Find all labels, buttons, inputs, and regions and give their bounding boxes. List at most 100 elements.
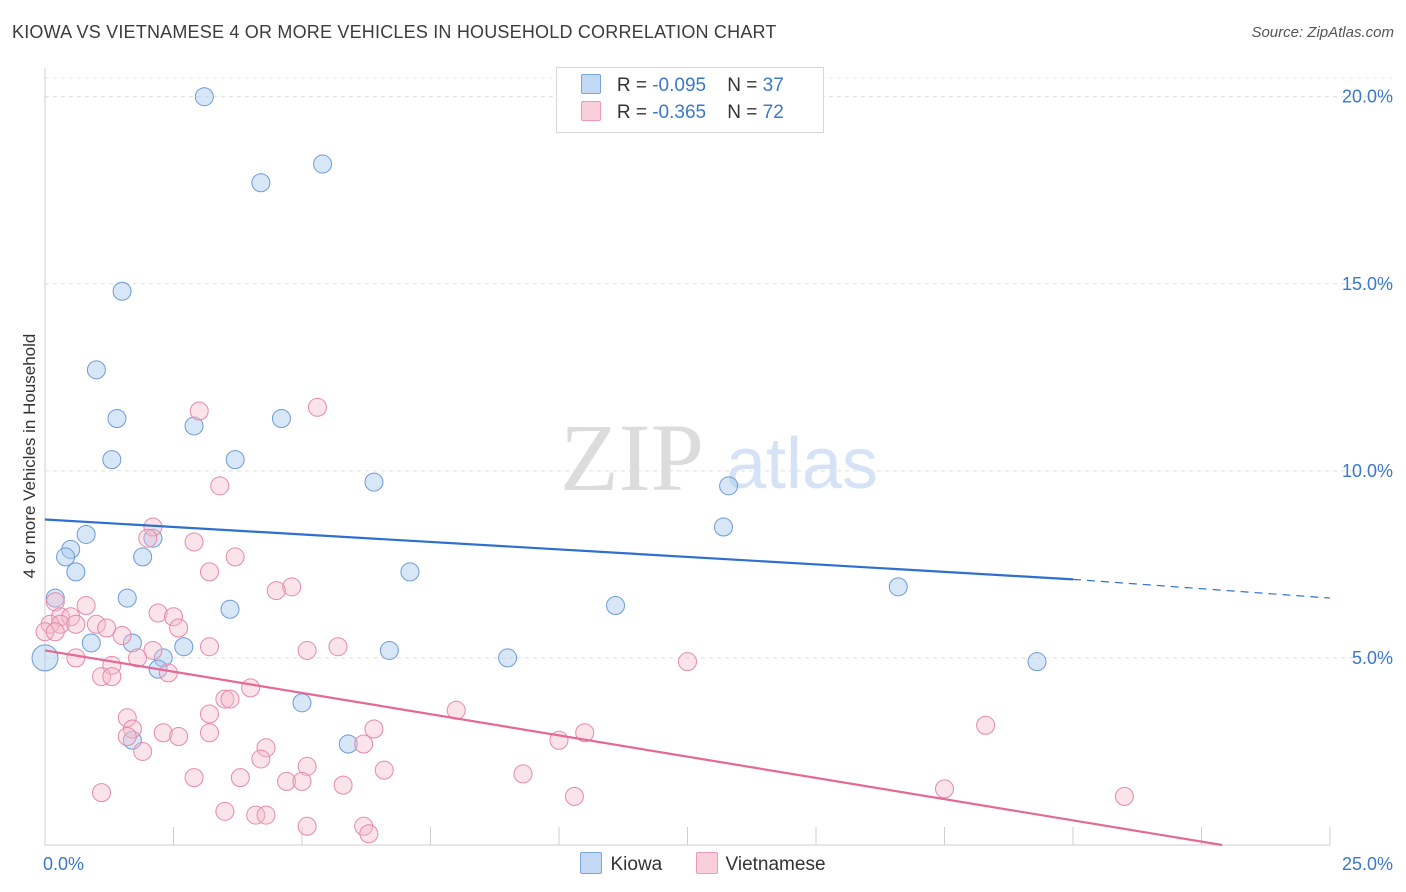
vietnamese-point: [246, 805, 266, 825]
vietnamese-point: [1114, 786, 1134, 806]
vietnamese-point: [86, 614, 106, 634]
vietnamese-point: [564, 786, 584, 806]
kiowa-swatch: [581, 74, 601, 94]
vietnamese-point: [112, 625, 132, 645]
kiowa-point: [251, 173, 271, 193]
legend-vietnamese-label: Vietnamese: [725, 854, 826, 875]
vietnamese-point: [976, 715, 996, 735]
kiowa-point: [143, 528, 163, 548]
axes: [44, 68, 1331, 846]
vietnamese-point: [307, 397, 327, 417]
vietnamese-point: [297, 756, 317, 776]
kiowa-point: [184, 416, 204, 436]
kiowa-point: [174, 637, 194, 657]
vietnamese-point: [66, 648, 86, 668]
grid-lines: [45, 77, 1392, 659]
vietnamese-point: [102, 667, 122, 687]
legend-item-vietnamese: Vietnamese: [695, 852, 826, 876]
vietnamese-point: [45, 622, 65, 642]
vietnamese-point: [215, 801, 235, 821]
y-axis-label: 4 or more Vehicles in Household: [20, 333, 39, 579]
kiowa-point: [292, 693, 312, 713]
kiowa-point: [338, 734, 358, 754]
kiowa-trend-line: [44, 518, 1074, 581]
vietnamese-n-label: N =: [727, 102, 758, 123]
legend-kiowa-label: Kiowa: [610, 854, 663, 875]
vietnamese-point: [184, 532, 204, 552]
watermark: ZIP atlas: [560, 404, 878, 511]
kiowa-r-label: R =: [616, 75, 647, 96]
vietnamese-point: [282, 577, 302, 597]
kiowa-point: [379, 640, 399, 660]
vietnamese-point: [251, 749, 271, 769]
vietnamese-point: [153, 723, 173, 743]
vietnamese-point: [297, 640, 317, 660]
vietnamese-point: [354, 734, 374, 754]
vietnamese-point: [45, 592, 65, 612]
vietnamese-point: [199, 704, 219, 724]
kiowa-point: [606, 596, 626, 616]
vietnamese-point: [35, 622, 55, 642]
vietnamese-point: [66, 614, 86, 634]
vietnamese-trend-line: [44, 649, 1223, 847]
kiowa-point: [112, 281, 132, 301]
vietnamese-point: [117, 726, 137, 746]
kiowa-point: [498, 648, 518, 668]
vietnamese-point: [164, 607, 183, 627]
kiowa-point: [86, 360, 106, 380]
kiowa-point: [76, 524, 96, 544]
vietnamese-point: [210, 476, 230, 496]
vietnamese-point: [92, 667, 112, 687]
kiowa-point: [107, 408, 127, 428]
vietnamese-point: [225, 547, 245, 567]
series-legend: Kiowa Vietnamese: [0, 852, 1406, 876]
tick-labels: 5.0% 10.0% 15.0% 20.0% 0.0% 25.0%: [43, 87, 1393, 874]
kiowa-point: [31, 644, 59, 672]
vietnamese-point: [184, 768, 204, 788]
kiowa-point: [66, 562, 86, 582]
vietnamese-point: [189, 401, 209, 421]
kiowa-n-label: N =: [727, 75, 758, 96]
vietnamese-point: [241, 678, 261, 698]
kiowa-point: [1027, 652, 1047, 672]
watermark-atlas: atlas: [726, 424, 878, 504]
vietnamese-point: [277, 771, 297, 791]
kiowa-point: [220, 599, 240, 619]
vietnamese-point: [266, 581, 286, 601]
vietnamese-point: [297, 816, 317, 836]
vietnamese-point: [143, 640, 163, 660]
vietnamese-point: [138, 528, 158, 548]
y-tick-label: 15.0%: [1342, 274, 1393, 294]
vietnamese-point: [133, 741, 153, 761]
kiowa-point: [225, 450, 245, 470]
vietnamese-point: [935, 779, 954, 799]
vietnamese-point: [364, 719, 384, 739]
vietnamese-point: [292, 771, 312, 791]
kiowa-point: [117, 588, 137, 608]
vietnamese-r-label: R =: [616, 102, 647, 123]
kiowa-point: [102, 450, 122, 470]
chart-title: KIOWA VS VIETNAMESE 4 OR MORE VEHICLES I…: [12, 22, 777, 42]
vietnamese-point: [148, 603, 168, 623]
x-tick-label-min: 0.0%: [43, 854, 84, 874]
kiowa-point: [153, 648, 173, 668]
legend-row-kiowa: R = -0.095 N = 37: [581, 74, 784, 100]
y-tick-label: 20.0%: [1342, 87, 1393, 107]
trend-lines: [44, 518, 1331, 847]
vietnamese-point: [128, 648, 148, 668]
kiowa-point: [888, 577, 908, 597]
vietnamese-point: [359, 824, 379, 844]
vietnamese-point: [97, 618, 117, 638]
kiowa-point: [713, 517, 733, 537]
y-tick-label: 10.0%: [1342, 461, 1393, 481]
legend-vietnamese-swatch: [695, 852, 718, 874]
kiowa-point: [313, 154, 333, 174]
vietnamese-point: [50, 607, 70, 627]
vietnamese-point: [117, 708, 137, 728]
vietnamese-point: [199, 562, 219, 582]
vietnamese-point: [76, 596, 96, 616]
vietnamese-points: [35, 397, 1134, 844]
legend-kiowa-swatch: [580, 852, 603, 874]
vietnamese-r-value: -0.365: [652, 102, 707, 123]
